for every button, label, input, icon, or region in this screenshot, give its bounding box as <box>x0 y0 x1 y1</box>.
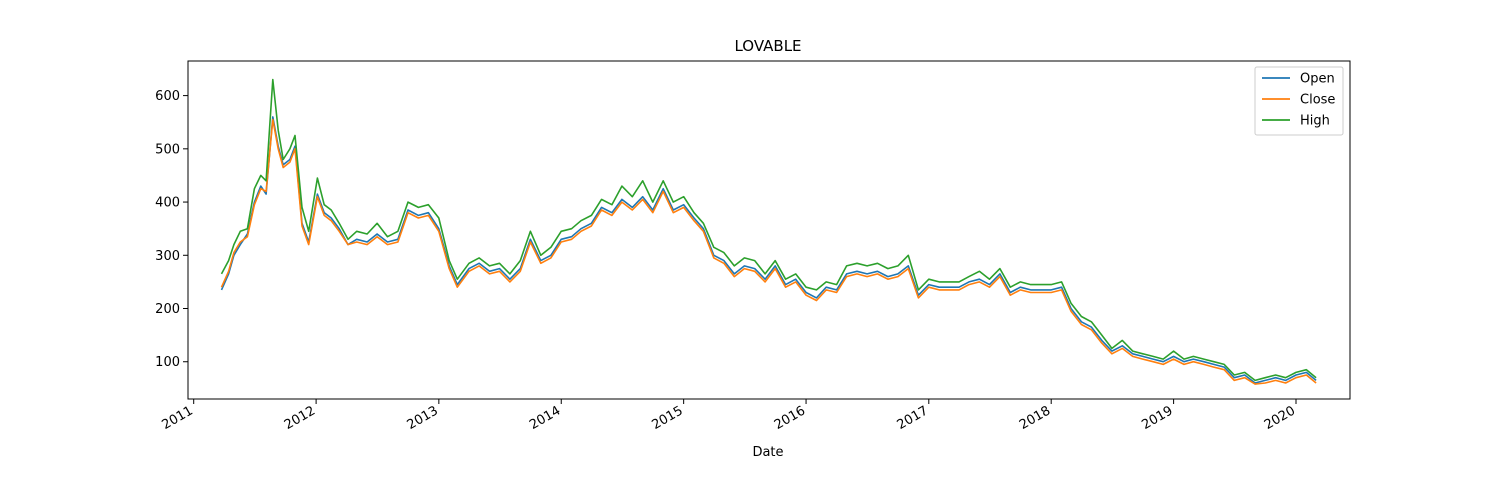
y-tick-label: 600 <box>155 89 180 104</box>
y-tick-label: 500 <box>155 142 180 157</box>
legend-box <box>1254 66 1344 136</box>
legend: Open Close High <box>1254 66 1344 136</box>
y-tick-label: 400 <box>155 196 180 211</box>
y-tick-label: 300 <box>155 249 180 264</box>
y-tick-label: 100 <box>155 355 180 370</box>
plot-area <box>220 78 1317 385</box>
legend-label-close: Close <box>1300 93 1335 108</box>
y-axis: 100 200 300 400 500 600 <box>155 89 188 370</box>
x-axis-label: Date <box>752 445 783 460</box>
y-tick-label: 200 <box>155 302 180 317</box>
plot-frame <box>187 60 1351 400</box>
series-line-close <box>220 118 1317 385</box>
series-line-high <box>220 78 1317 382</box>
legend-label-high: High <box>1300 114 1330 129</box>
chart-title: LOVABLE <box>734 37 801 55</box>
legend-label-open: Open <box>1300 72 1335 87</box>
